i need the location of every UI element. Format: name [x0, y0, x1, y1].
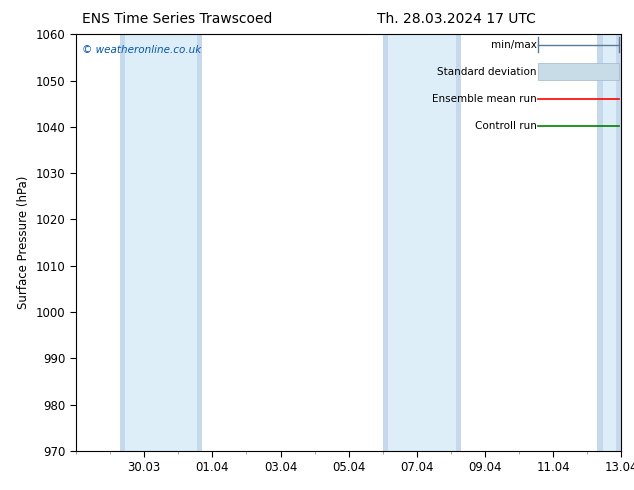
Text: © weatheronline.co.uk: © weatheronline.co.uk — [82, 45, 201, 55]
Bar — [120, 34, 126, 451]
Bar — [383, 34, 461, 451]
Bar — [616, 34, 621, 451]
Text: Th. 28.03.2024 17 UTC: Th. 28.03.2024 17 UTC — [377, 12, 536, 26]
Text: Controll run: Controll run — [475, 121, 537, 131]
Bar — [597, 34, 602, 451]
Y-axis label: Surface Pressure (hPa): Surface Pressure (hPa) — [17, 176, 30, 309]
Text: min/max: min/max — [491, 40, 537, 49]
Text: ENS Time Series Trawscoed: ENS Time Series Trawscoed — [82, 12, 273, 26]
Bar — [456, 34, 461, 451]
Bar — [197, 34, 202, 451]
Bar — [597, 34, 621, 451]
Text: Ensemble mean run: Ensemble mean run — [432, 94, 537, 104]
Bar — [538, 63, 619, 80]
Bar — [120, 34, 202, 451]
Text: Standard deviation: Standard deviation — [437, 67, 537, 77]
Bar — [383, 34, 388, 451]
